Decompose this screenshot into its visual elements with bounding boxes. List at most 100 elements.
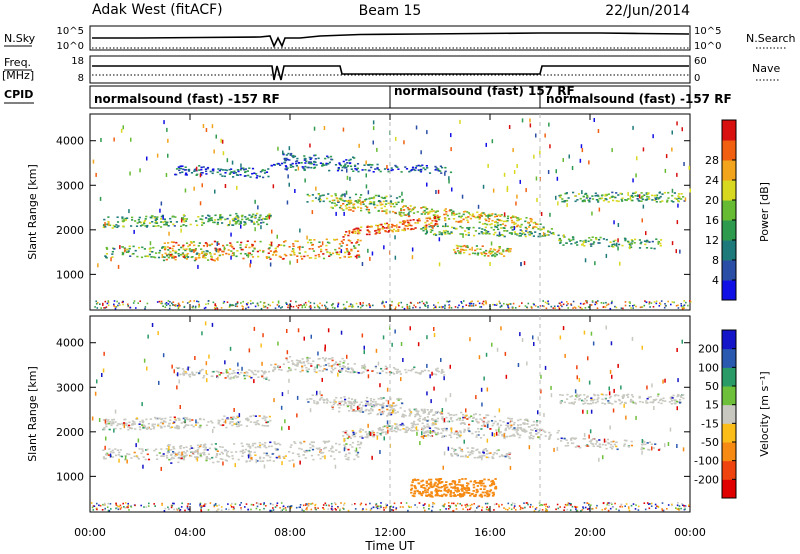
echo-cell [529,118,531,123]
echo-cell [598,197,601,200]
echo-cell [464,454,467,457]
echo-cell [200,168,203,171]
echo-cell [645,301,648,303]
echo-cell [220,138,222,143]
echo-cell [296,259,299,263]
echo-cell [254,442,257,445]
echo-cell [125,424,128,427]
echo-cell [621,397,625,399]
echo-cell [392,408,395,410]
echo-cell [123,422,126,424]
echo-cell [331,446,334,449]
echo-cell [577,395,580,397]
echo-cell [159,425,162,428]
echo-cell [438,262,441,267]
echo-cell [181,368,184,370]
echo-cell [492,422,495,425]
echo-cell [241,214,244,217]
echo-cell [671,188,674,193]
echo-cell [265,421,268,424]
echo-cell [211,456,214,459]
colorbar-swatch [722,260,736,281]
echo-cell [602,393,605,396]
echo-cell [164,220,167,223]
echo-cell [258,249,261,252]
echo-cell [225,508,227,510]
echo-cell [342,435,345,437]
echo-cell [345,367,348,370]
echo-cell [595,440,598,442]
echo-cell [285,254,288,257]
echo-cell [494,221,497,223]
echo-cell [219,214,222,216]
echo-cell [391,405,394,408]
echo-cell [442,505,445,507]
echo-cell [436,420,439,423]
echo-cell [417,164,420,167]
echo-cell [148,253,151,256]
echo-cell [576,244,579,246]
echo-cell [258,503,260,505]
echo-cell [611,447,614,450]
echo-cell [259,457,262,460]
echo-cell [430,225,433,227]
echo-cell [265,454,268,457]
echo-cell [351,429,354,432]
echo-cell [231,372,234,375]
echo-cell [678,400,681,403]
echo-cell [99,504,102,507]
echo-cell [372,506,375,509]
echo-cell [376,167,379,170]
echo-cell [513,421,516,424]
echo-cell [461,450,464,453]
echo-cell [613,394,617,397]
echo-cell [627,445,630,448]
echo-cell [667,191,670,194]
echo-cell [588,199,591,202]
echo-cell [565,199,569,202]
echo-cell [171,257,174,259]
echo-cell [349,256,353,258]
echo-cell [557,305,559,307]
echo-cell [432,430,435,432]
echo-cell [229,378,232,380]
echo-cell [453,433,456,435]
echo-cell [657,506,660,508]
echo-cell [347,209,351,211]
echo-cell [520,262,522,266]
echo-cell [495,429,498,431]
echo-cell [201,215,204,217]
echo-cell [128,209,130,214]
echo-cell [367,190,370,195]
echo-cell [347,448,350,451]
echo-cell [172,223,175,226]
echo-cell [136,255,139,258]
echo-cell [163,120,165,125]
echo-cell [620,503,623,506]
echo-cell [146,224,149,227]
echo-cell [559,196,562,199]
echo-cell [313,302,316,305]
echo-cell [412,212,416,214]
echo-cell [492,457,495,460]
echo-cell [413,429,416,432]
echo-cell [197,446,200,449]
echo-cell [639,400,642,403]
echo-cell [255,177,258,179]
echo-cell [508,232,511,234]
echo-cell [504,455,507,458]
echo-cell [326,251,329,254]
echo-cell [387,424,390,426]
echo-cell [340,197,343,200]
echo-cell [172,445,175,448]
echo-cell [406,429,409,432]
echo-cell [362,404,365,407]
echo-cell [284,165,287,167]
echo-cell [186,418,189,421]
echo-cell [249,421,253,423]
y-tick-label: 3000 [56,179,84,192]
echo-cell [300,448,303,451]
echo-cell [352,210,355,212]
echo-cell [444,208,447,210]
echo-cell [248,246,251,249]
